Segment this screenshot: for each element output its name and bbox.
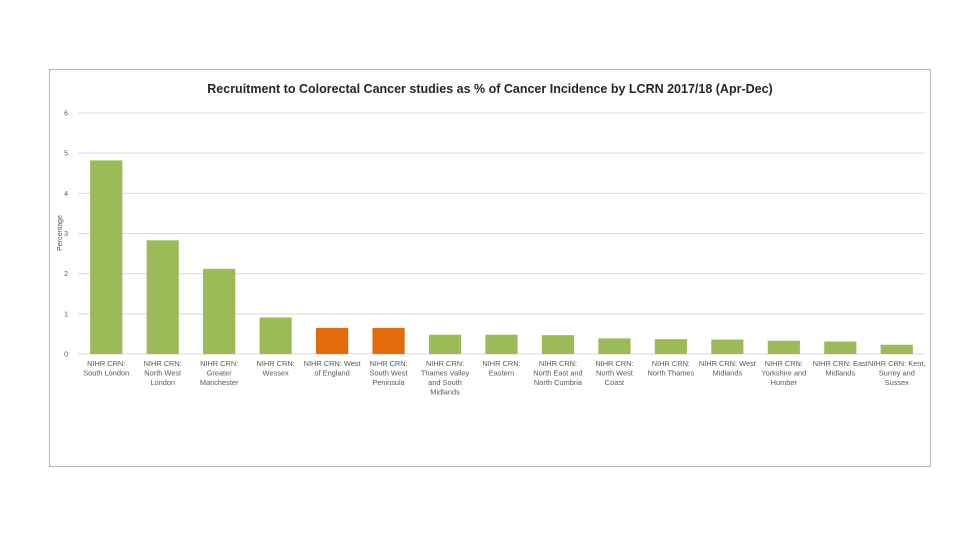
y-tick-label: 2: [64, 271, 68, 278]
bar: [146, 240, 179, 354]
bar: [711, 339, 744, 354]
chart-area: Recruitment to Colorectal Cancer studies…: [49, 69, 931, 467]
y-tick-label: 0: [64, 352, 68, 359]
x-tick-label: NIHR CRN: West of England: [304, 359, 361, 378]
bar: [880, 344, 913, 354]
bar: [598, 338, 631, 354]
bar: [485, 334, 518, 354]
y-tick-label: 6: [64, 111, 68, 118]
x-tick-label: NIHR CRN: Yorkshire and Humber: [761, 359, 806, 387]
bar: [767, 340, 800, 354]
category-labels: NIHR CRN: South London NIHR CRN: North West…: [83, 359, 925, 397]
x-tick-label: NIHR CRN: North West London: [144, 359, 182, 387]
x-tick-label: NIHR CRN: Eastern: [482, 359, 520, 378]
bar: [541, 335, 575, 354]
bar: [259, 317, 292, 354]
bar: [428, 334, 462, 354]
y-tick-label: 3: [64, 231, 68, 238]
x-tick-label: NIHR CRN: Kent, Surrey and Sussex: [868, 359, 926, 387]
y-tick-label: 5: [64, 151, 68, 158]
x-tick-label: NIHR CRN: Wessex: [257, 359, 295, 378]
x-tick-label: NIHR CRN: Greater Manchester: [200, 359, 239, 387]
bar: [824, 341, 857, 354]
x-tick-label: NIHR CRN: South West Peninsula: [369, 359, 407, 387]
bars: [90, 160, 913, 354]
x-tick-label: NIHR CRN: South London: [83, 359, 129, 378]
x-tick-label: NIHR CRN: East Midlands: [813, 359, 868, 378]
y-tick-label: 1: [64, 311, 68, 318]
bar: [654, 339, 687, 354]
x-tick-label: NIHR CRN: North Thames: [648, 359, 695, 378]
x-tick-label: NIHR CRN: North West Coast: [595, 359, 633, 387]
chart-title: Recruitment to Colorectal Cancer studies…: [207, 82, 772, 96]
bar: [316, 327, 349, 354]
x-tick-label: NIHR CRN: West Midlands: [699, 359, 756, 378]
bar: [372, 327, 405, 354]
bar: [90, 160, 123, 354]
y-axis-label: Percentage: [57, 215, 64, 251]
y-axis-ticks: 0 1 2 3 4 5 6: [64, 111, 68, 359]
y-tick-label: 4: [64, 191, 68, 198]
x-tick-label: NIHR CRN: North East and North Cumbria: [533, 359, 583, 387]
bar: [203, 268, 236, 354]
bar-chart: Recruitment to Colorectal Cancer studies…: [57, 82, 926, 397]
x-tick-label: NIHR CRN: Thames Valley and South Midlands: [421, 359, 470, 397]
